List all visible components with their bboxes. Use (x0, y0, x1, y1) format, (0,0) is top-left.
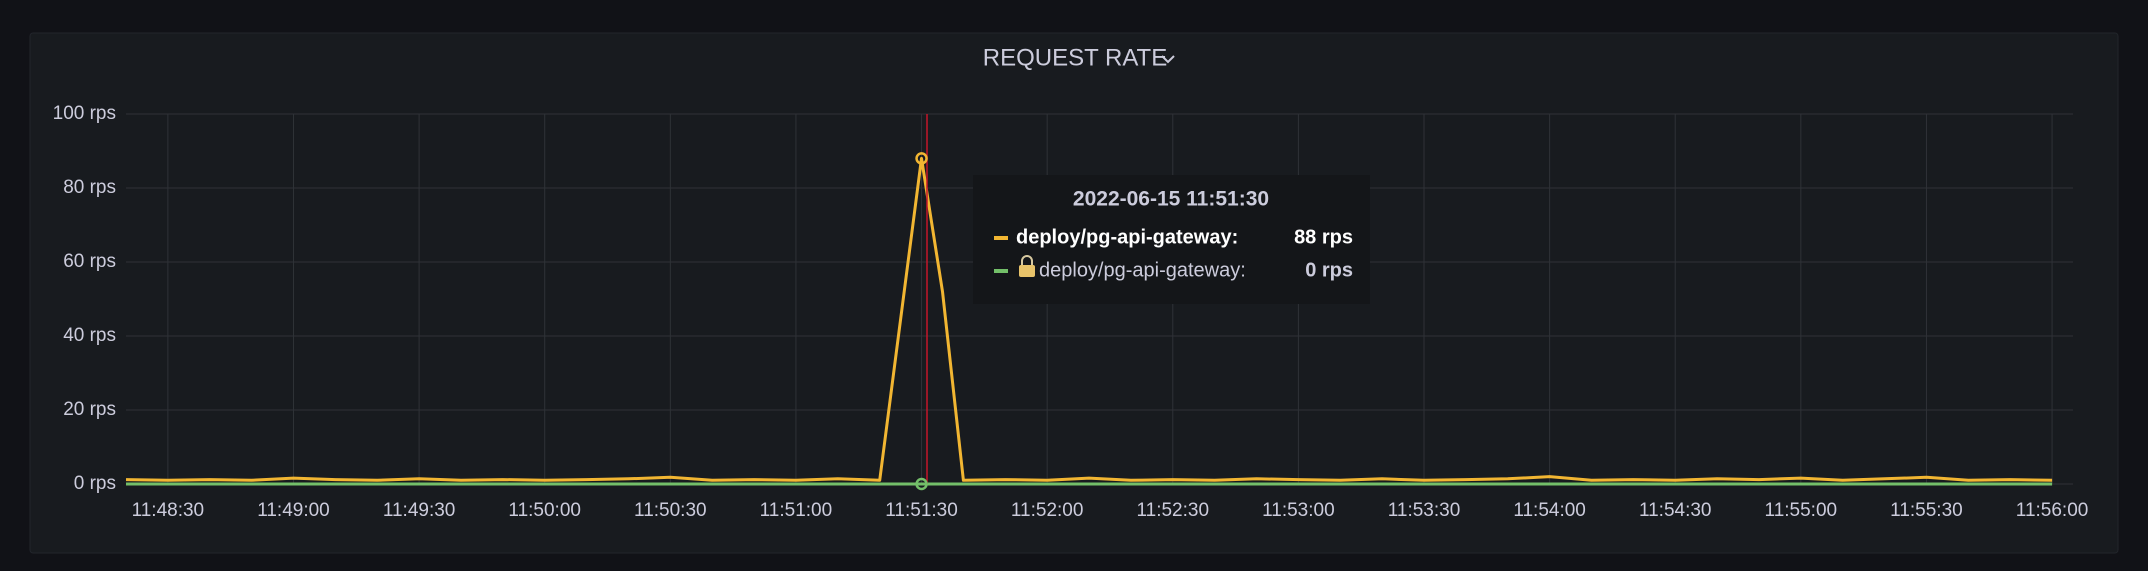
x-tick-label: 11:56:00 (2016, 500, 2089, 521)
x-tick-label: 11:51:30 (885, 500, 958, 521)
x-tick-label: 11:52:30 (1136, 500, 1209, 521)
tooltip-box (973, 175, 1370, 304)
grid: 0 rps 20 rps 40 rps 60 rps 80 rps 100 rps 11:4… (53, 103, 2089, 521)
x-tick-label: 11:50:30 (634, 500, 707, 521)
x-tick-label: 11:53:00 (1262, 500, 1335, 521)
x-tick-label: 11:50:00 (508, 500, 581, 521)
tooltip-value: 88 rps (1294, 226, 1353, 248)
x-tick-label: 11:51:00 (760, 500, 833, 521)
x-tick-label: 11:54:00 (1513, 500, 1586, 521)
tooltip-value: 0 rps (1305, 259, 1353, 281)
x-tick-label: 11:53:30 (1388, 500, 1461, 521)
y-tick-label: 0 rps (74, 473, 116, 494)
hover-points (915, 152, 928, 491)
tooltip: 2022-06-15 11:51:30 deploy/pg-api-gatewa… (973, 175, 1370, 304)
title-chevron[interactable] (1161, 55, 1175, 64)
y-tick-label: 40 rps (63, 325, 116, 346)
x-tick-label: 11:54:30 (1639, 500, 1712, 521)
x-tick-label: 11:52:00 (1011, 500, 1084, 521)
x-tick-label: 11:55:30 (1890, 500, 1963, 521)
x-tick-label: 11:49:30 (383, 500, 456, 521)
series (125, 156, 2053, 486)
hover-point (915, 477, 928, 491)
chart-title[interactable]: REQUEST RATE (983, 44, 1167, 71)
tooltip-label: deploy/pg-api-gateway: (1039, 259, 1246, 281)
tooltip-label: deploy/pg-api-gateway: (1016, 226, 1238, 248)
x-tick-label: 11:49:00 (257, 500, 330, 521)
x-tick-label: 11:55:00 (1765, 500, 1838, 521)
hover-point (915, 152, 928, 165)
tooltip-title: 2022-06-15 11:51:30 (1073, 188, 1269, 211)
lock-icon (1019, 255, 1035, 277)
y-tick-label: 60 rps (63, 251, 116, 272)
y-tick-label: 80 rps (63, 177, 116, 198)
series-line (125, 156, 2053, 482)
y-tick-label: 20 rps (63, 399, 116, 420)
x-tick-label: 11:48:30 (132, 500, 205, 521)
y-tick-label: 100 rps (53, 103, 116, 124)
